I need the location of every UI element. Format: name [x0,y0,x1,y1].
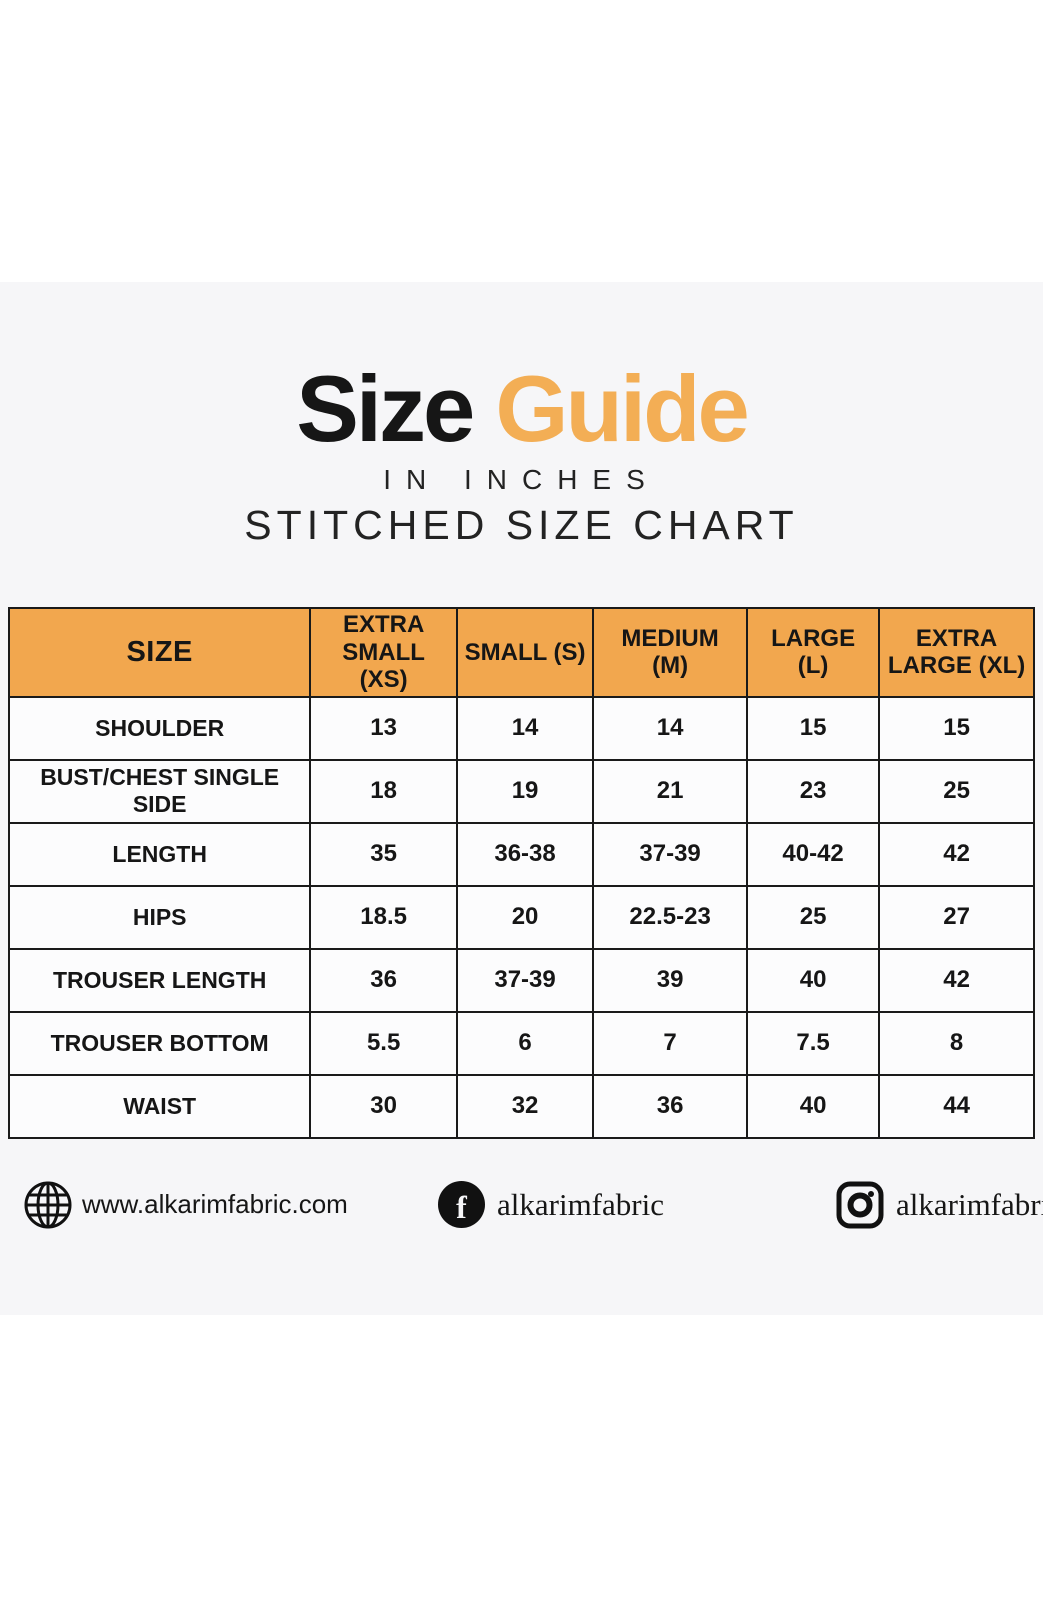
top-whitespace [0,0,1043,282]
table-row-length: LENGTH 35 36-38 37-39 40-42 42 [7,821,1035,887]
column-header-size: SIZE [7,607,312,698]
table-row-hips: HIPS 18.5 20 22.5-23 25 27 [7,884,1035,950]
table-row-trouser-bottom: TROUSER BOTTOM 5.5 6 7 7.5 8 [7,1010,1035,1076]
column-header-small: SMALL (S) [455,607,595,698]
instagram-item: alkarimfabrics [836,1177,1043,1233]
row-label: TROUSER BOTTOM [7,1010,312,1076]
size-value-cell: 5.5 [309,1010,458,1076]
size-value-cell: 30 [309,1073,458,1139]
size-value-cell: 19 [455,758,595,824]
size-value-cell: 40 [745,947,881,1013]
size-value-cell: 15 [745,695,881,761]
column-header-medium: MEDIUM (M) [592,607,748,698]
title-word-size: Size [296,356,475,461]
size-value-cell: 36 [592,1073,748,1139]
size-value-cell: 40-42 [745,821,881,887]
instagram-handle: alkarimfabrics [896,1186,1043,1222]
size-value-cell: 7.5 [745,1010,881,1076]
size-chart-table: SIZE EXTRA SMALL (XS) SMALL (S) MEDIUM (… [7,607,1035,1139]
table-row-bust-chest: BUST/CHEST SINGLE SIDE 18 19 21 23 25 [7,758,1035,824]
size-value-cell: 37-39 [455,947,595,1013]
facebook-item: f alkarimfabric [438,1177,664,1233]
size-value-cell: 14 [455,695,595,761]
size-value-cell: 35 [309,821,458,887]
facebook-handle: alkarimfabric [497,1186,664,1222]
size-value-cell: 18.5 [309,884,458,950]
size-value-cell: 20 [455,884,595,950]
table-row-trouser-length: TROUSER LENGTH 36 37-39 39 40 42 [7,947,1035,1013]
size-value-cell: 42 [878,821,1035,887]
column-header-large: LARGE (L) [745,607,881,698]
instagram-icon [836,1181,884,1229]
size-value-cell: 8 [878,1010,1035,1076]
subtitle-stitched-size-chart: STITCHED SIZE CHART [244,502,799,548]
table-row-shoulder: SHOULDER 13 14 14 15 15 [7,695,1035,761]
size-value-cell: 36 [309,947,458,1013]
size-value-cell: 44 [878,1073,1035,1139]
row-label: LENGTH [7,821,312,887]
size-value-cell: 6 [455,1010,595,1076]
size-value-cell: 18 [309,758,458,824]
page-title: Size Guide [0,362,1043,456]
size-guide-flyer: Size Guide IN INCHES STITCHED SIZE CHART… [0,282,1043,1315]
title-word-guide: Guide [495,356,749,461]
facebook-f-letter: f [456,1188,467,1225]
title-block: Size Guide IN INCHES STITCHED SIZE CHART [0,362,1043,549]
globe-icon [22,1179,74,1231]
size-value-cell: 15 [878,695,1035,761]
size-value-cell: 23 [745,758,881,824]
size-value-cell: 22.5-23 [592,884,748,950]
table-header-row: SIZE EXTRA SMALL (XS) SMALL (S) MEDIUM (… [7,607,1035,698]
size-value-cell: 36-38 [455,821,595,887]
website-url: www.alkarimfabric.com [82,1189,348,1220]
table-row-waist: WAIST 30 32 36 40 44 [7,1073,1035,1139]
row-label: TROUSER LENGTH [7,947,312,1013]
row-label: BUST/CHEST SINGLE SIDE [7,758,312,824]
row-label: WAIST [7,1073,312,1139]
size-value-cell: 40 [745,1073,881,1139]
size-value-cell: 37-39 [592,821,748,887]
row-label: SHOULDER [7,695,312,761]
row-label: HIPS [7,884,312,950]
subtitle-in-inches: IN INCHES [383,464,660,495]
facebook-icon: f [438,1181,485,1229]
column-header-extra-small: EXTRA SMALL (XS) [309,607,458,698]
size-value-cell: 21 [592,758,748,824]
size-value-cell: 25 [878,758,1035,824]
title-space [472,356,495,461]
size-value-cell: 13 [309,695,458,761]
size-value-cell: 25 [745,884,881,950]
website-item: www.alkarimfabric.com [22,1177,348,1233]
size-value-cell: 27 [878,884,1035,950]
size-value-cell: 7 [592,1010,748,1076]
footer: www.alkarimfabric.com f alkarimfabric al… [0,1177,1043,1237]
size-value-cell: 32 [455,1073,595,1139]
column-header-extra-large: EXTRA LARGE (XL) [878,607,1035,698]
size-value-cell: 39 [592,947,748,1013]
size-value-cell: 42 [878,947,1035,1013]
size-value-cell: 14 [592,695,748,761]
